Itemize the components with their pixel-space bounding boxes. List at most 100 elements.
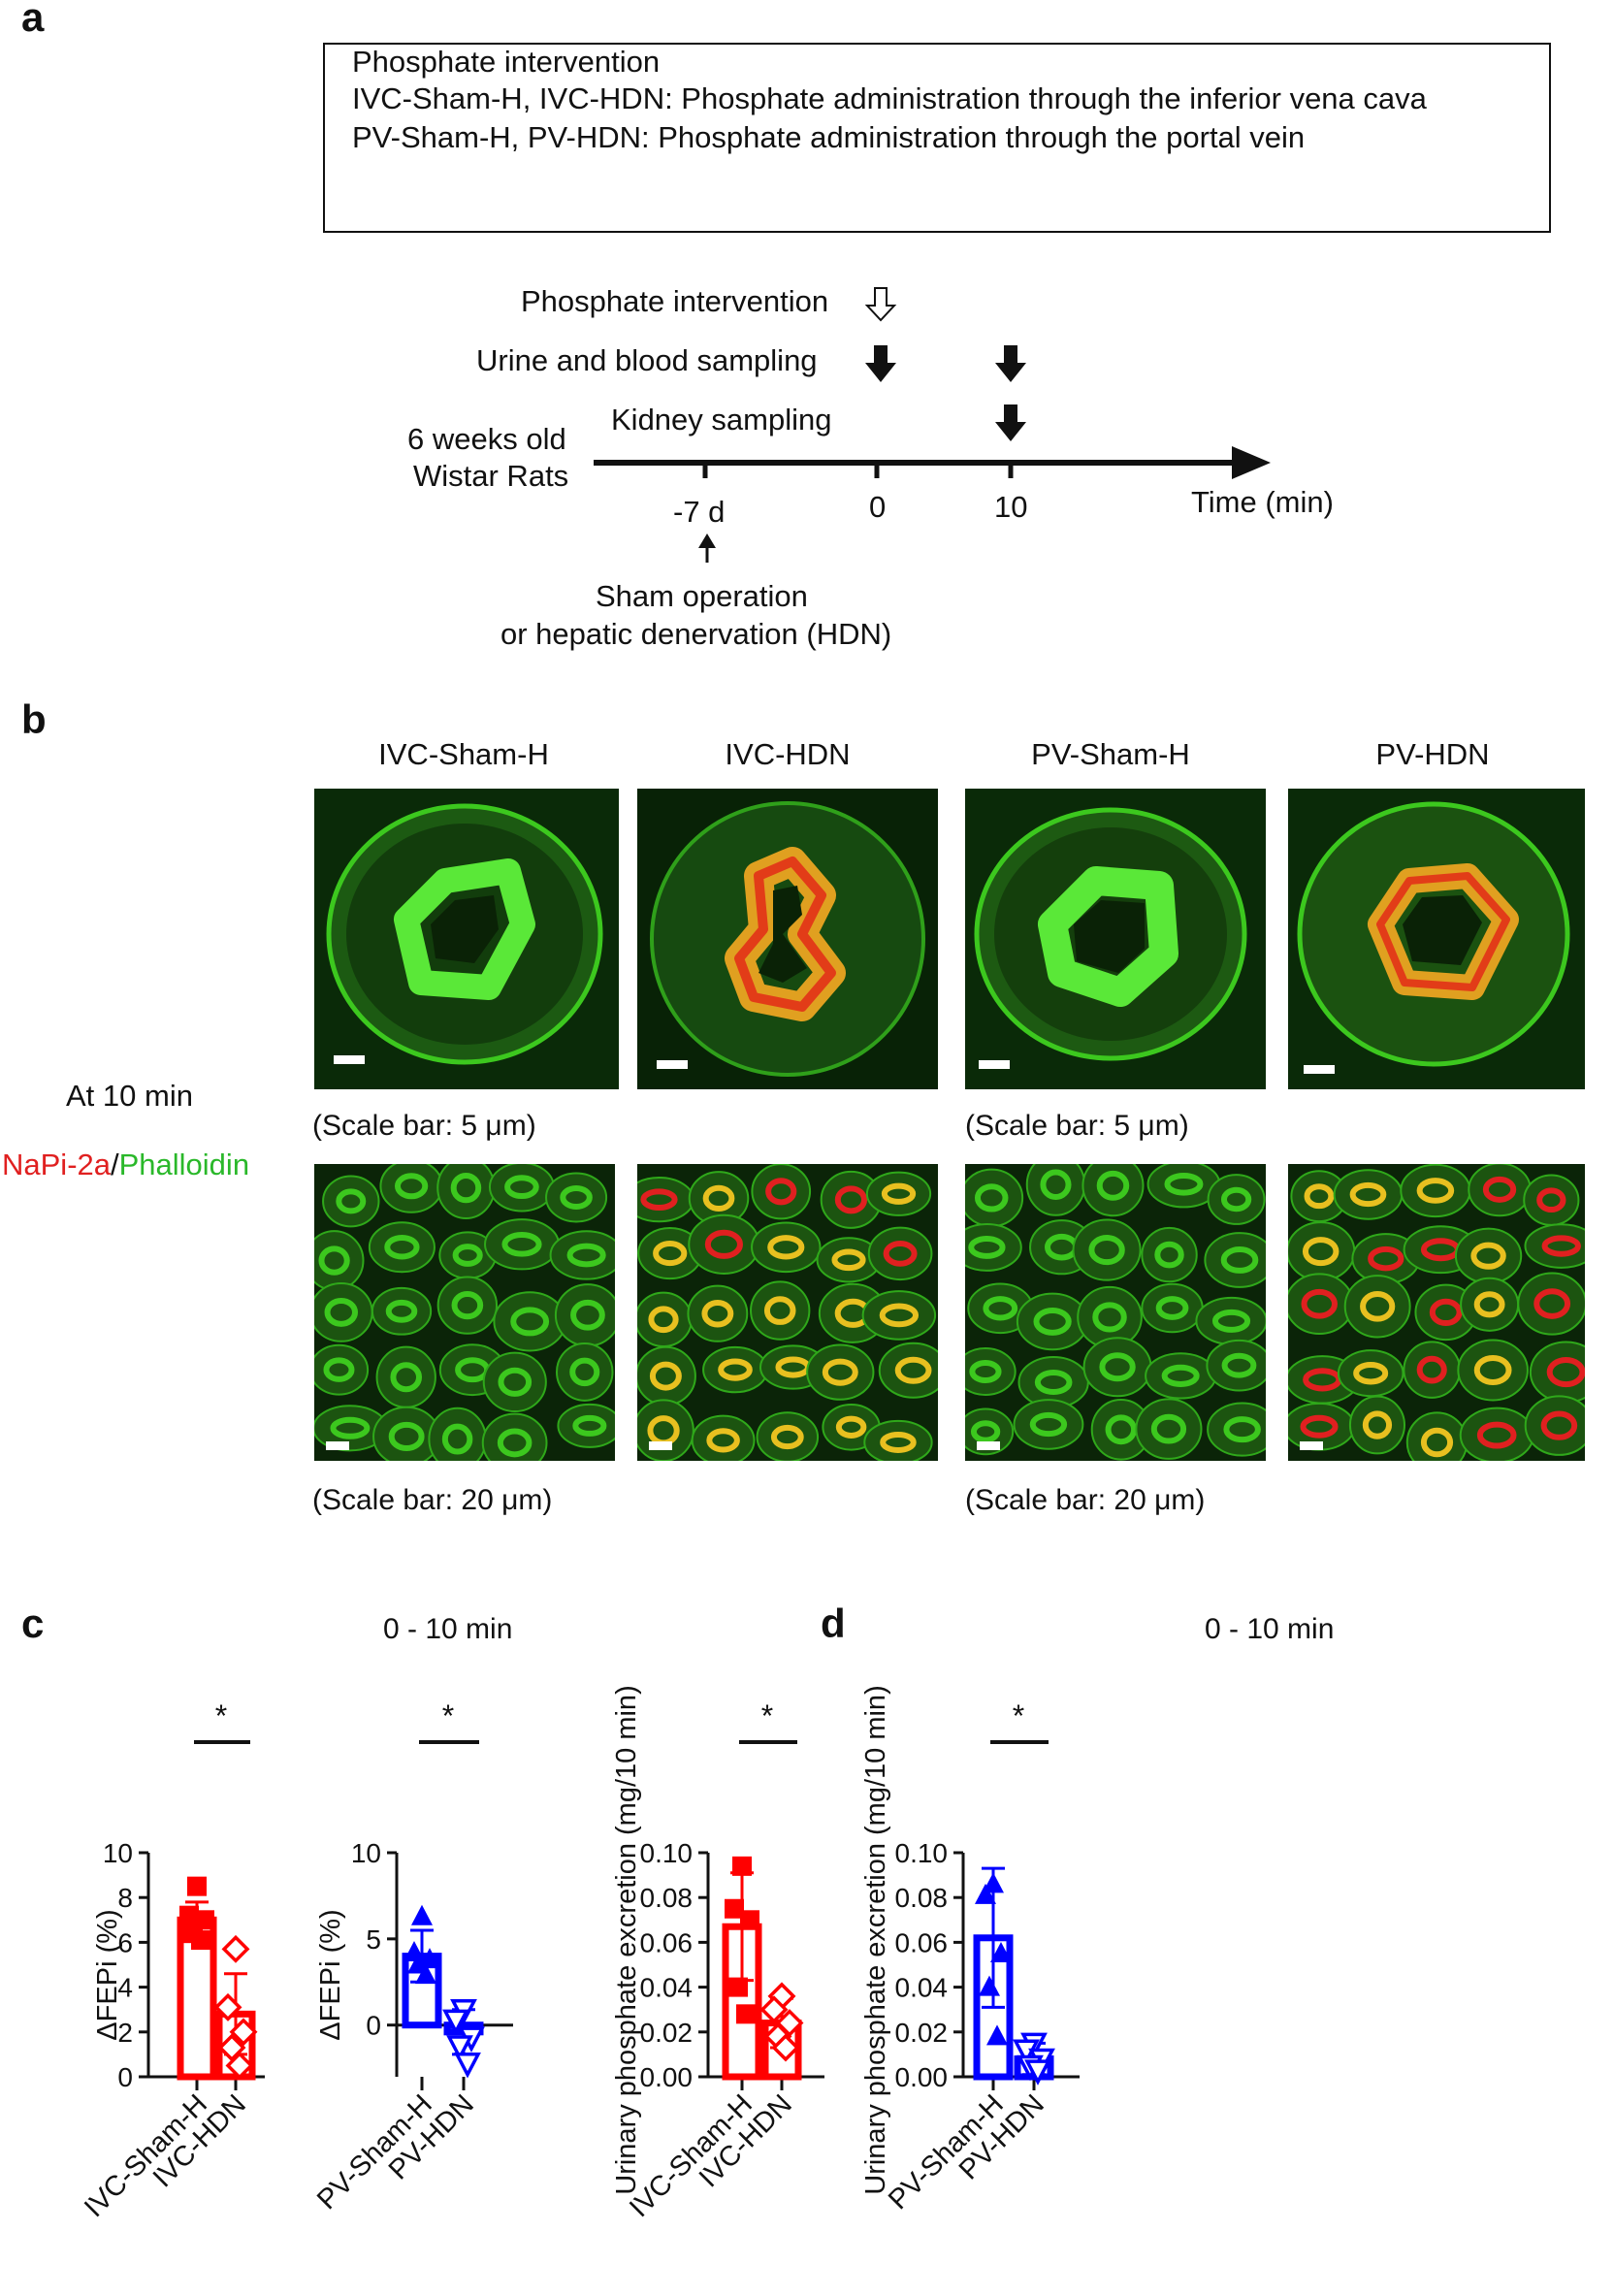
stain-legend: NaPi-2a/Phalloidin <box>2 1148 249 1182</box>
tubule-cross-section <box>637 1291 693 1347</box>
y-tick-label: 0.02 <box>895 2018 949 2048</box>
y-tick-label: 6 <box>117 1927 133 1957</box>
scale-caption-bottom-right: (Scale bar: 20 μm) <box>965 1484 1206 1516</box>
tubule-cross-section <box>1405 1411 1469 1461</box>
micrograph-pv-hdn-low-mag <box>1288 1164 1585 1461</box>
data-point <box>221 1934 250 1963</box>
tubule-cross-section <box>322 1175 380 1228</box>
box-line-2: IVC-Sham-H, IVC-HDN: Phosphate administr… <box>352 81 1427 115</box>
micrograph-pv-sham-low-mag <box>965 1164 1266 1461</box>
scale-bar <box>977 1441 1000 1450</box>
data-point <box>771 2033 800 2062</box>
significance-star: * <box>215 1698 227 1733</box>
micrograph-pv-sham-high-mag <box>965 789 1266 1089</box>
tubule-cross-section <box>965 1223 1022 1272</box>
tubule-cross-section <box>865 1171 932 1216</box>
stain-napi-label: NaPi-2a <box>2 1148 111 1181</box>
tubule-cross-section <box>878 1342 938 1399</box>
tubule-cross-section <box>371 1286 433 1336</box>
tubule-cross-section <box>1141 1226 1198 1283</box>
y-tick-label: 0.00 <box>640 2062 694 2092</box>
tubule-cross-section <box>1524 1395 1585 1456</box>
tubule-cross-section <box>867 1226 933 1281</box>
tubule-cross-section <box>1013 1399 1084 1450</box>
data-point <box>191 1930 210 1951</box>
tubule-cross-section <box>1072 1218 1142 1281</box>
y-tick-label: 0 <box>366 2011 381 2041</box>
y-tick-label: 0.02 <box>640 2018 694 2048</box>
tubule-cross-section <box>1517 1272 1585 1336</box>
data-point <box>419 1948 440 1969</box>
column-header-pv-sham: PV-Sham-H <box>1031 737 1190 771</box>
data-point <box>179 1905 199 1925</box>
tubule-cross-section <box>1524 1223 1585 1269</box>
tubule-cross-section <box>1207 1174 1266 1225</box>
data-point <box>979 1975 1000 1996</box>
tubule-cross-section <box>637 1399 694 1461</box>
y-tick-label: 10 <box>351 1838 381 1868</box>
data-point <box>759 1995 789 2024</box>
tubule-cross-section <box>1288 1221 1356 1282</box>
y-tick-label: 0.04 <box>640 1973 694 2003</box>
tubule-cross-section <box>637 1177 694 1223</box>
tubule-cross-section <box>691 1414 756 1461</box>
tubule-cross-section <box>687 1284 749 1342</box>
tubule-cross-section <box>1206 1339 1266 1392</box>
tubule-cross-section <box>637 1345 696 1407</box>
panel-d-title: 0 - 10 min <box>1205 1613 1335 1645</box>
tubule-cross-section <box>863 1419 933 1461</box>
time-axis-label: Time (min) <box>1191 485 1334 519</box>
tubule-cross-section <box>493 1291 566 1352</box>
data-point <box>187 1876 207 1896</box>
tubule-cross-section <box>1081 1164 1145 1217</box>
tubule-cross-section <box>861 1290 937 1341</box>
filled-down-arrow-icon-10a <box>995 345 1026 382</box>
tubule-cross-section <box>751 1221 822 1274</box>
tubule-cross-section <box>314 1282 373 1342</box>
data-point <box>442 2009 469 2036</box>
tick-label-10: 10 <box>994 490 1028 524</box>
chart-3: 0.000.020.040.060.080.10PV-Sham-HPV-HDN*… <box>860 1685 1080 2215</box>
tubule-cross-section <box>314 1343 370 1396</box>
data-point <box>986 2024 1008 2046</box>
y-tick-label: 0.10 <box>640 1838 694 1868</box>
tubule-cross-section <box>1145 1352 1217 1400</box>
y-tick-label: 0.08 <box>640 1883 694 1913</box>
tubule-cross-section <box>375 1345 436 1408</box>
panel-label-a: a <box>21 0 45 40</box>
tubule-cross-section <box>1348 1395 1405 1455</box>
panel-label-d: d <box>821 1601 846 1646</box>
y-axis-label: ΔFEPi (%) <box>315 1909 346 2040</box>
tubule-cross-section <box>436 1164 496 1219</box>
column-header-pv-hdn: PV-HDN <box>1375 737 1490 771</box>
tubule-cross-section <box>1343 1275 1411 1339</box>
y-tick-label: 0.06 <box>640 1927 694 1957</box>
scale-bar <box>1300 1441 1323 1450</box>
data-point <box>983 1872 1004 1893</box>
y-tick-label: 4 <box>117 1973 133 2003</box>
tubule-cross-section <box>1090 1399 1151 1461</box>
tubule-cross-section <box>1400 1164 1471 1218</box>
data-point <box>732 1856 752 1876</box>
rats-label-line1: 6 weeks old <box>407 422 566 456</box>
tubule-cross-section <box>1337 1349 1404 1398</box>
filled-down-arrow-icon-10b <box>995 404 1026 441</box>
tick-label-minus7: -7 d <box>673 495 726 529</box>
time-point-label: At 10 min <box>66 1079 193 1113</box>
tubule-cross-section <box>1146 1164 1221 1209</box>
y-tick-label: 8 <box>117 1883 133 1913</box>
data-point <box>975 1883 996 1904</box>
scale-bar <box>326 1441 349 1450</box>
data-point <box>415 1963 436 1985</box>
panel-c-title: 0 - 10 min <box>383 1613 513 1645</box>
data-point <box>225 2051 254 2080</box>
tubule-cross-section <box>554 1283 615 1347</box>
tubule-cross-section <box>1457 1339 1529 1402</box>
tubule-cross-section <box>1016 1292 1089 1351</box>
y-axis-label: ΔFEPi (%) <box>92 1909 123 2040</box>
tubule-cross-section <box>488 1164 555 1213</box>
tubule-cross-section <box>482 1351 547 1413</box>
